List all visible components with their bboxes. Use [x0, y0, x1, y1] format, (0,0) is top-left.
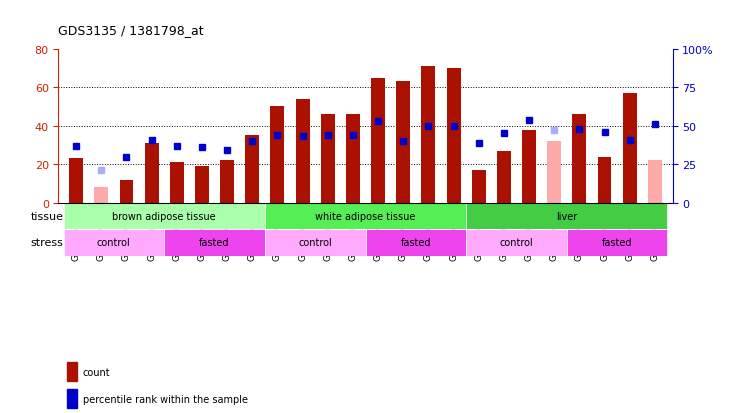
Bar	[295, 100, 309, 203]
Bar	[195, 167, 209, 203]
Bar	[265, 203, 466, 230]
Bar	[145, 144, 159, 203]
Text: stress: stress	[31, 238, 64, 248]
Bar	[522, 130, 536, 203]
Bar	[366, 230, 466, 256]
Bar	[567, 230, 667, 256]
Bar	[69, 159, 83, 203]
Text: white adipose tissue: white adipose tissue	[315, 211, 416, 221]
Bar	[371, 78, 385, 203]
Bar	[265, 230, 366, 256]
Bar	[170, 163, 183, 203]
Bar	[447, 69, 461, 203]
Bar	[220, 161, 234, 203]
Bar	[64, 230, 164, 256]
Bar	[119, 180, 133, 203]
Bar	[466, 203, 667, 230]
Bar	[548, 142, 561, 203]
Bar	[466, 230, 567, 256]
Text: GDS3135 / 1381798_at: GDS3135 / 1381798_at	[58, 24, 204, 37]
Bar	[497, 152, 511, 203]
Bar	[94, 188, 108, 203]
Text: percentile rank within the sample: percentile rank within the sample	[83, 394, 248, 404]
Text: control: control	[97, 238, 131, 248]
Text: control: control	[298, 238, 332, 248]
Bar	[64, 203, 265, 230]
Bar	[648, 161, 662, 203]
Text: fasted: fasted	[200, 238, 230, 248]
Bar	[471, 171, 485, 203]
Bar	[598, 157, 612, 203]
Text: fasted: fasted	[602, 238, 632, 248]
Bar	[623, 94, 637, 203]
Bar	[572, 115, 586, 203]
Text: tissue: tissue	[31, 211, 64, 221]
Bar	[396, 82, 410, 203]
Text: liver: liver	[556, 211, 577, 221]
Bar	[321, 115, 335, 203]
Bar	[422, 67, 436, 203]
Text: brown adipose tissue: brown adipose tissue	[113, 211, 216, 221]
Bar	[246, 136, 260, 203]
Bar	[270, 107, 284, 203]
Text: fasted: fasted	[401, 238, 431, 248]
Bar	[346, 115, 360, 203]
Bar	[164, 230, 265, 256]
Text: count: count	[83, 367, 110, 377]
Text: control: control	[499, 238, 534, 248]
